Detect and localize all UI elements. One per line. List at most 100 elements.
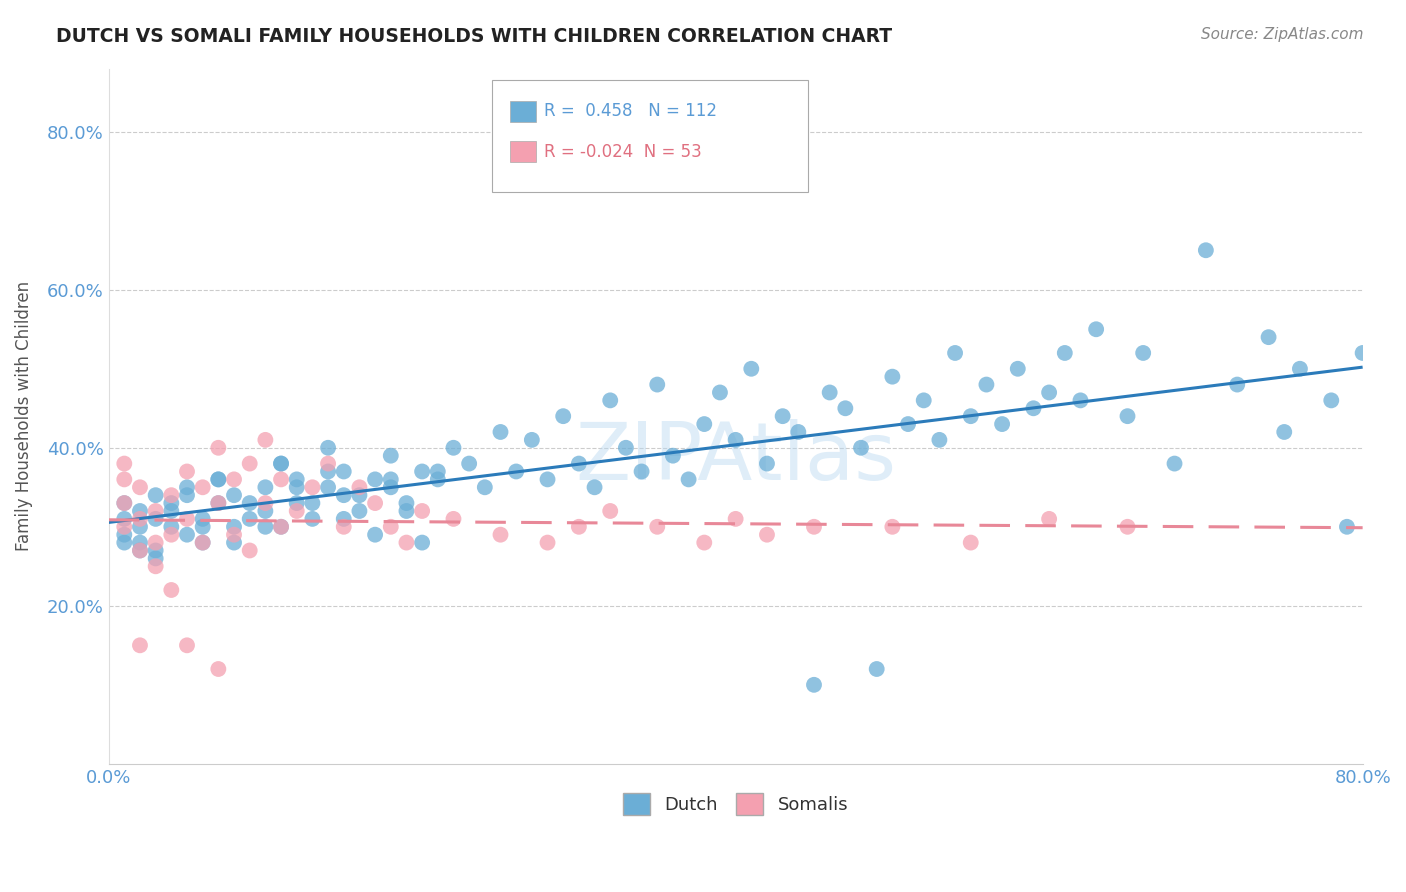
Point xyxy=(1038,385,1060,400)
Text: R =  0.458   N = 112: R = 0.458 N = 112 xyxy=(544,103,717,120)
Point xyxy=(270,457,292,471)
Point xyxy=(270,457,292,471)
Point xyxy=(364,472,387,486)
Point xyxy=(145,535,167,549)
Point xyxy=(222,472,245,486)
Point xyxy=(176,480,198,494)
Point xyxy=(222,527,245,541)
Point xyxy=(129,512,152,526)
Point xyxy=(1336,520,1358,534)
Point xyxy=(1069,393,1091,408)
Point xyxy=(222,520,245,534)
Point xyxy=(270,520,292,534)
Point xyxy=(787,425,810,439)
Point xyxy=(882,520,904,534)
Point xyxy=(285,496,308,510)
Point xyxy=(301,512,323,526)
Text: DUTCH VS SOMALI FAMILY HOUSEHOLDS WITH CHILDREN CORRELATION CHART: DUTCH VS SOMALI FAMILY HOUSEHOLDS WITH C… xyxy=(56,27,893,45)
Point xyxy=(474,480,496,494)
Point xyxy=(1320,393,1343,408)
Point xyxy=(583,480,606,494)
Point xyxy=(160,582,183,597)
Point xyxy=(112,527,135,541)
Point xyxy=(395,504,418,518)
Point xyxy=(630,465,652,479)
Point xyxy=(1007,361,1029,376)
Point xyxy=(411,465,433,479)
Point xyxy=(489,527,512,541)
Point xyxy=(332,520,354,534)
Point xyxy=(536,535,558,549)
Point xyxy=(1038,512,1060,526)
Text: Source: ZipAtlas.com: Source: ZipAtlas.com xyxy=(1201,27,1364,42)
Point xyxy=(426,465,449,479)
Point xyxy=(112,512,135,526)
Point xyxy=(866,662,889,676)
Point xyxy=(145,551,167,566)
Point xyxy=(740,361,762,376)
Point xyxy=(254,433,277,447)
Point xyxy=(349,488,371,502)
Point xyxy=(316,465,339,479)
Point xyxy=(191,520,214,534)
Point xyxy=(112,457,135,471)
Point xyxy=(897,417,920,431)
Point xyxy=(112,496,135,510)
Point xyxy=(301,496,323,510)
Point xyxy=(1116,409,1139,424)
Point xyxy=(693,535,716,549)
Point xyxy=(662,449,685,463)
Point xyxy=(207,472,229,486)
Point xyxy=(882,369,904,384)
Point xyxy=(160,504,183,518)
Point xyxy=(976,377,998,392)
Point xyxy=(991,417,1014,431)
Point xyxy=(129,480,152,494)
Point xyxy=(145,543,167,558)
Point xyxy=(285,504,308,518)
Point xyxy=(222,535,245,549)
Point xyxy=(191,535,214,549)
Point xyxy=(316,457,339,471)
Point xyxy=(803,520,825,534)
Point xyxy=(645,520,668,534)
Point xyxy=(1289,361,1312,376)
Point xyxy=(176,527,198,541)
Point xyxy=(1351,346,1374,360)
Point xyxy=(1116,520,1139,534)
Point xyxy=(834,401,856,416)
Point xyxy=(254,480,277,494)
Point xyxy=(568,520,591,534)
Point xyxy=(129,543,152,558)
Point xyxy=(380,449,402,463)
Point xyxy=(1163,457,1185,471)
Point xyxy=(599,504,621,518)
Point xyxy=(443,441,465,455)
Point xyxy=(285,480,308,494)
Point xyxy=(332,488,354,502)
Point xyxy=(112,520,135,534)
Point xyxy=(1085,322,1108,336)
Point xyxy=(1195,244,1218,258)
Point xyxy=(756,527,779,541)
Point xyxy=(1022,401,1045,416)
Point xyxy=(395,496,418,510)
Point xyxy=(536,472,558,486)
Point xyxy=(176,488,198,502)
Point xyxy=(645,377,668,392)
Point xyxy=(380,520,402,534)
Point xyxy=(285,472,308,486)
Point xyxy=(222,488,245,502)
Point xyxy=(443,512,465,526)
Point xyxy=(772,409,794,424)
Point xyxy=(599,393,621,408)
Point xyxy=(489,425,512,439)
Point xyxy=(943,346,966,360)
Point xyxy=(207,496,229,510)
Point xyxy=(239,543,262,558)
Point xyxy=(678,472,700,486)
Point xyxy=(332,465,354,479)
Point xyxy=(145,512,167,526)
Point xyxy=(959,535,981,549)
Point xyxy=(553,409,575,424)
